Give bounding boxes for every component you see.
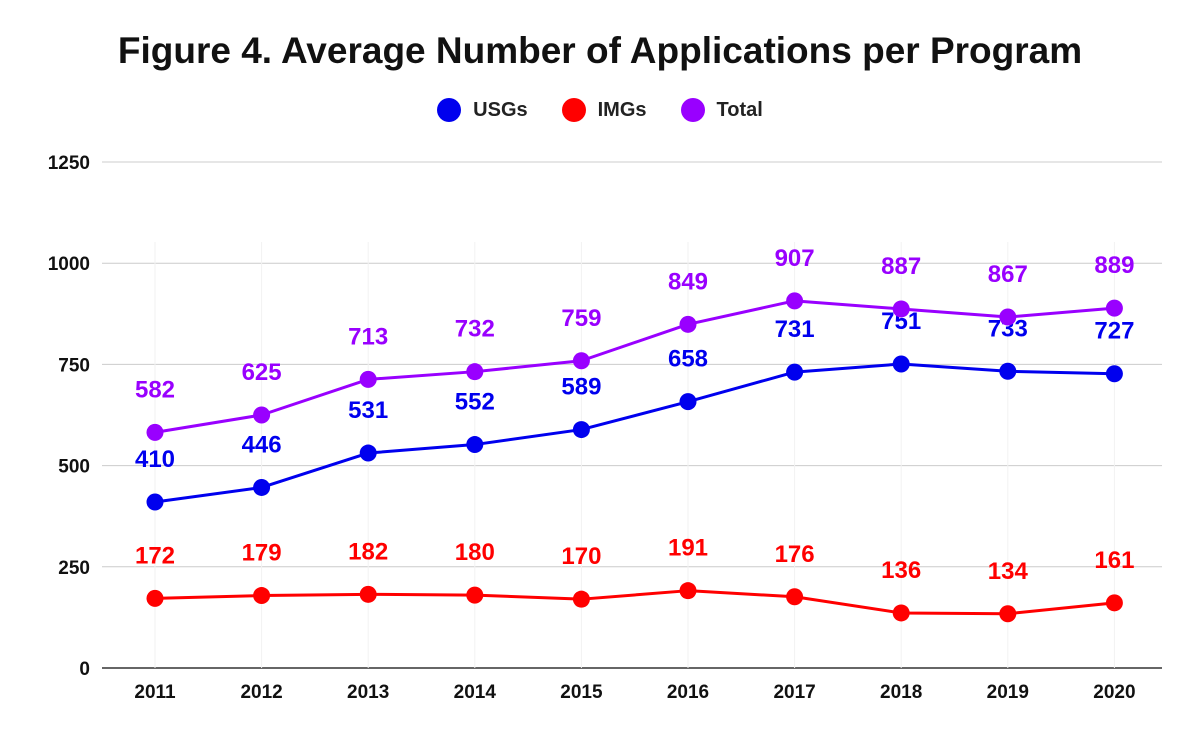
data-label-imgs: 170 <box>561 543 601 570</box>
x-tick-label: 2019 <box>987 682 1029 703</box>
series-line-usgs <box>155 364 1114 502</box>
data-point-total <box>573 352 590 369</box>
data-point-imgs <box>253 587 270 604</box>
x-tick-label: 2012 <box>240 682 282 703</box>
data-point-imgs <box>573 591 590 608</box>
data-point-usgs <box>893 355 910 372</box>
x-tick-label: 2016 <box>667 682 709 703</box>
data-point-total <box>893 300 910 317</box>
line-chart: 0 250 500 750 1000 1250 2011 2012 2013 2014 2015 20… <box>0 0 1200 742</box>
y-tick-label: 500 <box>58 457 90 478</box>
data-point-usgs <box>1106 365 1123 382</box>
data-label-total: 887 <box>881 253 921 280</box>
data-point-imgs <box>147 590 164 607</box>
data-point-usgs <box>999 363 1016 380</box>
data-point-total <box>466 363 483 380</box>
data-label-usgs: 731 <box>775 316 815 343</box>
y-tick-label: 0 <box>79 659 90 680</box>
data-point-imgs <box>893 604 910 621</box>
data-point-total <box>147 424 164 441</box>
data-label-total: 625 <box>242 359 282 386</box>
data-label-imgs: 136 <box>881 557 921 584</box>
data-label-imgs: 161 <box>1094 547 1134 574</box>
series-line-imgs <box>155 591 1114 614</box>
x-tick-label: 2020 <box>1093 682 1135 703</box>
data-label-usgs: 410 <box>135 446 175 473</box>
data-point-usgs <box>466 436 483 453</box>
data-point-total <box>999 309 1016 326</box>
x-tick-label: 2015 <box>560 682 603 703</box>
data-label-imgs: 176 <box>775 541 815 568</box>
x-tick-label: 2011 <box>134 682 176 703</box>
data-label-usgs: 727 <box>1094 318 1134 345</box>
data-label-total: 889 <box>1094 252 1134 279</box>
data-point-usgs <box>360 445 377 462</box>
data-point-usgs <box>786 364 803 381</box>
data-label-imgs: 179 <box>242 540 282 567</box>
data-label-usgs: 446 <box>242 431 282 458</box>
y-tick-label: 1250 <box>48 153 90 174</box>
data-label-usgs: 658 <box>668 346 708 373</box>
data-point-total <box>786 292 803 309</box>
x-tick-label: 2013 <box>347 682 389 703</box>
data-point-usgs <box>147 494 164 511</box>
data-point-imgs <box>1106 594 1123 611</box>
data-label-total: 867 <box>988 261 1028 288</box>
data-label-total: 732 <box>455 316 495 343</box>
data-point-total <box>253 407 270 424</box>
data-point-imgs <box>999 605 1016 622</box>
data-label-usgs: 552 <box>455 389 495 416</box>
data-label-imgs: 182 <box>348 538 388 565</box>
data-label-imgs: 180 <box>455 539 495 566</box>
data-point-imgs <box>466 587 483 604</box>
data-label-total: 713 <box>348 323 388 350</box>
y-tick-label: 750 <box>58 355 90 376</box>
data-label-imgs: 191 <box>668 535 708 562</box>
data-point-usgs <box>573 421 590 438</box>
x-tick-label: 2014 <box>454 682 497 703</box>
series-line-total <box>155 301 1114 433</box>
data-label-total: 849 <box>668 268 708 295</box>
y-tick-label: 250 <box>58 558 90 579</box>
data-point-total <box>360 371 377 388</box>
data-label-total: 907 <box>775 245 815 272</box>
data-point-usgs <box>680 393 697 410</box>
y-tick-label: 1000 <box>48 254 90 275</box>
data-label-imgs: 172 <box>135 542 175 569</box>
data-point-imgs <box>786 588 803 605</box>
data-label-usgs: 589 <box>561 374 601 401</box>
data-point-imgs <box>680 582 697 599</box>
x-tick-label: 2017 <box>773 682 815 703</box>
data-label-total: 759 <box>561 305 601 332</box>
data-label-imgs: 134 <box>988 558 1029 585</box>
data-label-total: 582 <box>135 376 175 403</box>
x-tick-label: 2018 <box>880 682 922 703</box>
data-label-usgs: 531 <box>348 397 388 424</box>
data-point-total <box>1106 300 1123 317</box>
data-point-imgs <box>360 586 377 603</box>
data-point-total <box>680 316 697 333</box>
data-point-usgs <box>253 479 270 496</box>
